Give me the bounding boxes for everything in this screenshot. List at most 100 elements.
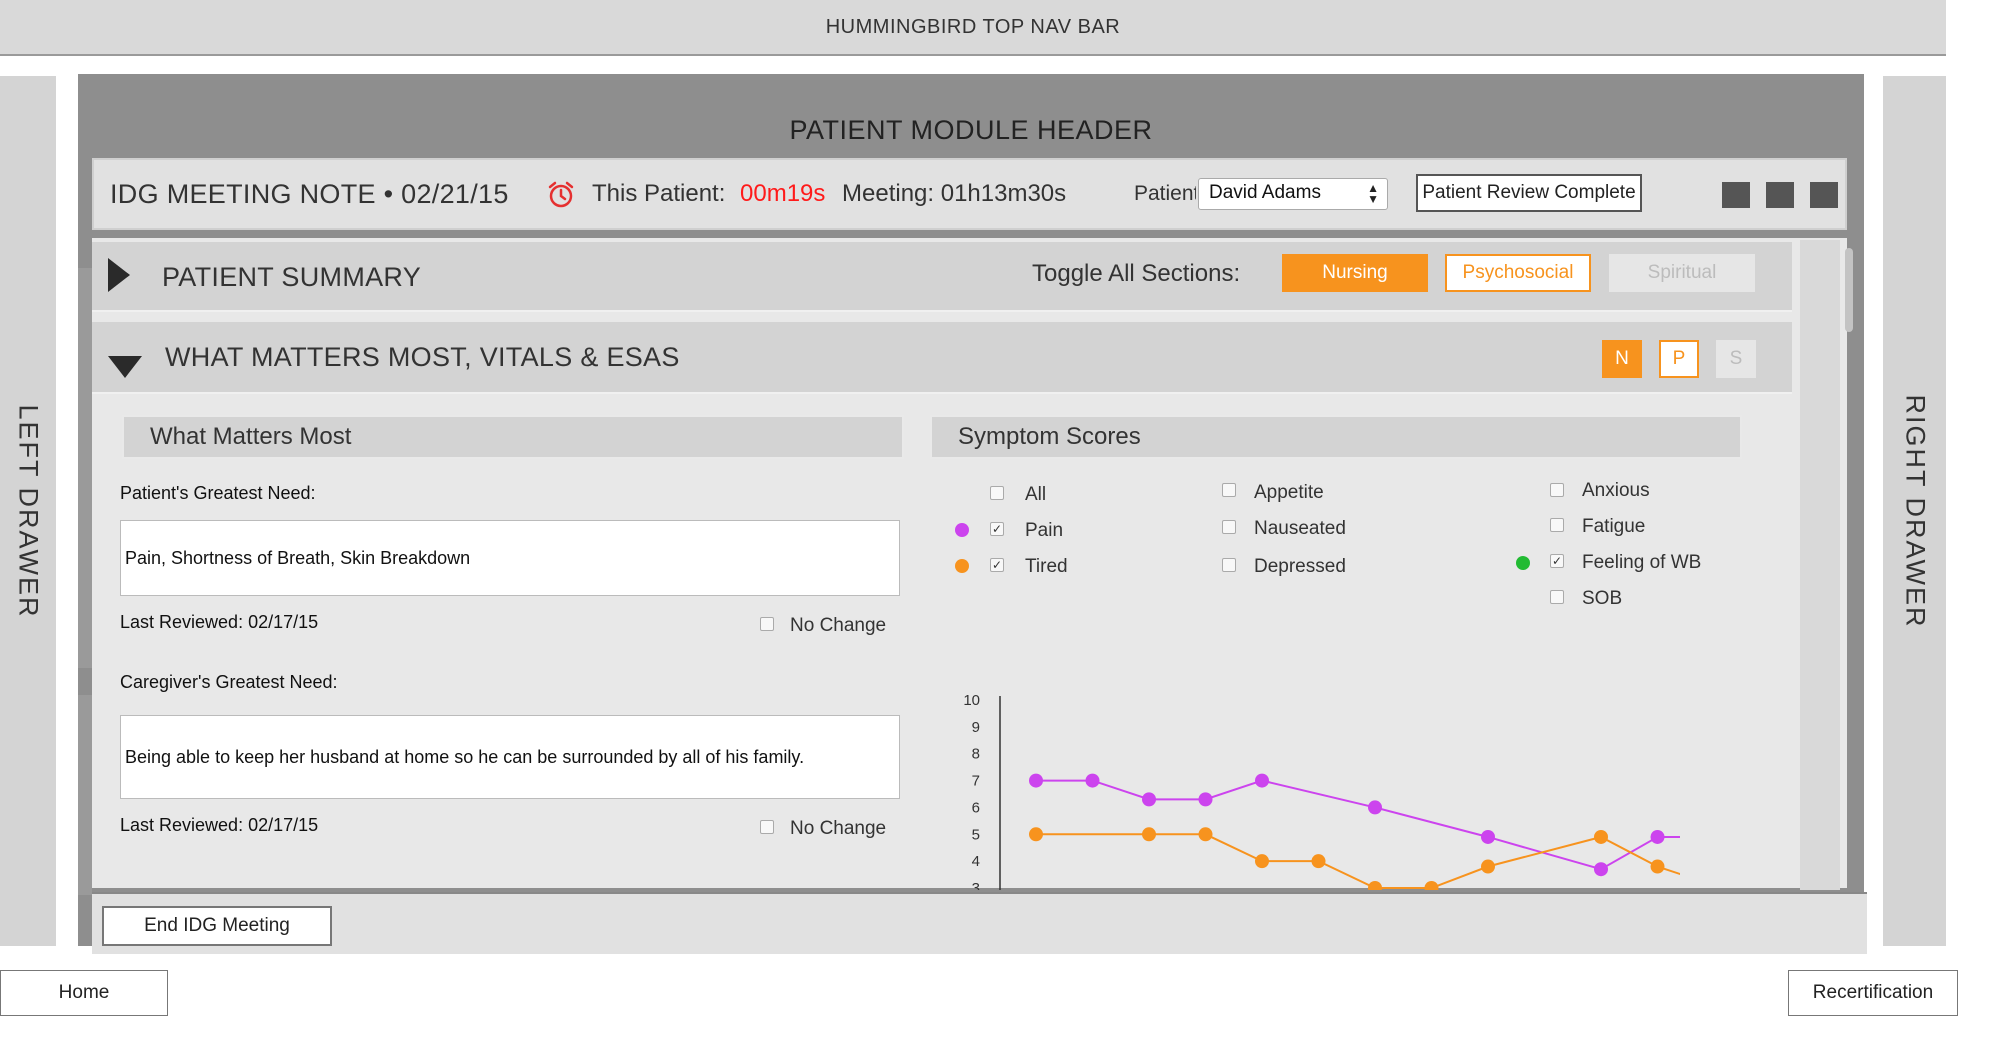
symptom-checkbox-sob[interactable] bbox=[1550, 590, 1564, 604]
caregiver-no-change-checkbox[interactable] bbox=[760, 820, 774, 834]
chart-y-tick-label: 5 bbox=[972, 826, 980, 843]
data-point-tired[interactable] bbox=[1142, 827, 1156, 842]
left-drawer-label: LEFT DRAWER bbox=[13, 403, 44, 619]
symptom-label-fatigue: Fatigue bbox=[1582, 516, 1646, 537]
underlying-panel-edge bbox=[78, 268, 92, 668]
symptom-checkbox-fatigue[interactable] bbox=[1550, 518, 1564, 532]
toggle-psychosocial-button[interactable]: Psychosocial bbox=[1445, 254, 1591, 292]
series-line-pain bbox=[1036, 779, 1680, 871]
data-point-pain[interactable] bbox=[1650, 829, 1665, 844]
symptom-label-appetite: Appetite bbox=[1254, 482, 1324, 503]
symptom-checkbox-all[interactable] bbox=[990, 486, 1004, 500]
idg-note-bar: IDG MEETING NOTE • 02/21/15 This Patient… bbox=[92, 158, 1847, 230]
symptom-label-tired: Tired bbox=[1025, 556, 1068, 577]
patient-need-label: Patient's Greatest Need: bbox=[120, 483, 316, 503]
home-button[interactable]: Home bbox=[0, 970, 168, 1016]
chart-y-tick-label: 10 bbox=[963, 692, 980, 709]
section-n-button[interactable]: N bbox=[1602, 340, 1642, 378]
toggle-nursing-button[interactable]: Nursing bbox=[1282, 254, 1428, 292]
data-point-pain[interactable] bbox=[1029, 773, 1043, 788]
note-title: IDG MEETING NOTE • 02/21/15 bbox=[110, 178, 509, 209]
symptom-checkbox-feeling-wb[interactable]: ✓ bbox=[1550, 554, 1564, 568]
toggle-spiritual-button[interactable]: Spiritual bbox=[1609, 254, 1755, 292]
data-point-pain[interactable] bbox=[1594, 862, 1608, 877]
patient-no-change-label: No Change bbox=[790, 615, 887, 636]
wmm-heading-label: What Matters Most bbox=[150, 423, 352, 450]
recertification-button[interactable]: Recertification bbox=[1788, 970, 1958, 1016]
window-control-1-icon[interactable] bbox=[1722, 182, 1750, 208]
patient-summary-section[interactable]: PATIENT SUMMARY Toggle All Sections: Nur… bbox=[92, 242, 1792, 312]
toggle-psychosocial-label: Psychosocial bbox=[1462, 262, 1574, 283]
collapse-triangle-icon[interactable] bbox=[108, 356, 142, 378]
symptom-label-sob: SOB bbox=[1582, 588, 1623, 609]
caregiver-last-reviewed: Last Reviewed: 02/17/15 bbox=[120, 815, 319, 835]
patient-select[interactable]: David Adams ▲ ▼ bbox=[1198, 178, 1388, 210]
symptom-label-nauseated: Nauseated bbox=[1254, 518, 1346, 539]
section-s-button[interactable]: S bbox=[1716, 340, 1756, 378]
symptom-label-depressed: Depressed bbox=[1254, 556, 1346, 577]
data-point-tired[interactable] bbox=[1481, 859, 1495, 874]
data-point-pain[interactable] bbox=[1142, 792, 1156, 807]
patient-timer-value: 00m19s bbox=[740, 180, 826, 207]
feeling-wb-legend-dot bbox=[1516, 556, 1530, 570]
patient-summary-title: PATIENT SUMMARY bbox=[162, 262, 422, 292]
symptom-label-all: All bbox=[1025, 484, 1047, 505]
scrollbar-track[interactable] bbox=[1800, 240, 1840, 890]
right-drawer[interactable]: RIGHT DRAWER bbox=[1883, 76, 1946, 946]
patient-need-value: Pain, Shortness of Breath, Skin Breakdow… bbox=[125, 547, 471, 568]
window-control-3-icon[interactable] bbox=[1810, 182, 1838, 208]
recertification-label: Recertification bbox=[1812, 982, 1934, 1003]
caregiver-need-label: Caregiver's Greatest Need: bbox=[120, 672, 338, 692]
patient-select-label: Patient bbox=[1134, 182, 1196, 205]
data-point-pain[interactable] bbox=[1198, 792, 1213, 807]
what-matters-most-heading: What Matters Most bbox=[122, 415, 904, 459]
left-drawer-gap bbox=[60, 76, 70, 946]
section-n-label: N bbox=[1615, 348, 1629, 369]
symptom-checkbox-depressed[interactable] bbox=[1222, 558, 1236, 572]
caregiver-no-change-label: No Change bbox=[790, 818, 887, 839]
left-drawer[interactable]: LEFT DRAWER bbox=[0, 76, 56, 946]
data-point-tired[interactable] bbox=[1650, 859, 1665, 874]
patient-review-complete-button[interactable]: Patient Review Complete bbox=[1416, 174, 1642, 212]
data-point-tired[interactable] bbox=[1029, 827, 1043, 842]
caregiver-need-value: Being able to keep her husband at home s… bbox=[125, 746, 805, 767]
data-point-pain[interactable] bbox=[1368, 800, 1382, 815]
select-arrows-icon: ▲ ▼ bbox=[1367, 181, 1379, 206]
symptom-checkbox-anxious[interactable] bbox=[1550, 483, 1564, 497]
data-point-pain[interactable] bbox=[1255, 773, 1269, 788]
data-point-pain[interactable] bbox=[1481, 829, 1495, 844]
data-point-tired[interactable] bbox=[1198, 827, 1213, 842]
symptom-scores-heading-label: Symptom Scores bbox=[958, 423, 1141, 450]
patient-no-change-checkbox[interactable] bbox=[760, 617, 774, 631]
section-p-label: P bbox=[1672, 348, 1686, 369]
section-p-button[interactable]: P bbox=[1659, 340, 1699, 378]
expand-triangle-icon[interactable] bbox=[108, 258, 130, 292]
symptom-checkbox-appetite[interactable] bbox=[1222, 483, 1236, 497]
symptom-scores-chart: 10 9 8 7 6 5 4 3 bbox=[963, 692, 1680, 890]
data-point-tired[interactable] bbox=[1255, 854, 1269, 869]
end-idg-meeting-button[interactable]: End IDG Meeting bbox=[102, 906, 332, 946]
symptom-checkbox-nauseated[interactable] bbox=[1222, 520, 1236, 534]
top-nav-bar: HUMMINGBIRD TOP NAV BAR bbox=[0, 0, 1946, 56]
toggle-nursing-label: Nursing bbox=[1322, 262, 1388, 283]
wmm-section-title: WHAT MATTERS MOST, VITALS & ESAS bbox=[165, 342, 680, 372]
scrollbar-thumb[interactable] bbox=[1845, 248, 1853, 332]
data-point-tired[interactable] bbox=[1594, 829, 1608, 844]
caregiver-need-field[interactable]: Being able to keep her husband at home s… bbox=[120, 715, 900, 799]
section-s-label: S bbox=[1729, 348, 1743, 369]
data-point-tired[interactable] bbox=[1368, 881, 1382, 890]
data-point-tired[interactable] bbox=[1311, 854, 1326, 869]
patient-timer-label: This Patient: bbox=[592, 180, 726, 207]
chart-y-tick-label: 4 bbox=[972, 853, 980, 870]
top-nav-label: HUMMINGBIRD TOP NAV BAR bbox=[825, 15, 1121, 38]
what-matters-most-section[interactable]: WHAT MATTERS MOST, VITALS & ESAS N P S bbox=[92, 322, 1792, 394]
chart-y-tick-label: 8 bbox=[972, 746, 980, 763]
patient-last-reviewed: Last Reviewed: 02/17/15 bbox=[120, 612, 319, 632]
symptom-checkbox-tired[interactable]: ✓ bbox=[990, 558, 1004, 572]
patient-need-field[interactable]: Pain, Shortness of Breath, Skin Breakdow… bbox=[120, 520, 900, 596]
symptom-label-feeling-wb: Feeling of WB bbox=[1582, 552, 1702, 573]
symptom-checkbox-pain[interactable]: ✓ bbox=[990, 522, 1004, 536]
window-control-2-icon[interactable] bbox=[1766, 182, 1794, 208]
data-point-tired[interactable] bbox=[1424, 881, 1439, 890]
data-point-pain[interactable] bbox=[1085, 773, 1100, 788]
